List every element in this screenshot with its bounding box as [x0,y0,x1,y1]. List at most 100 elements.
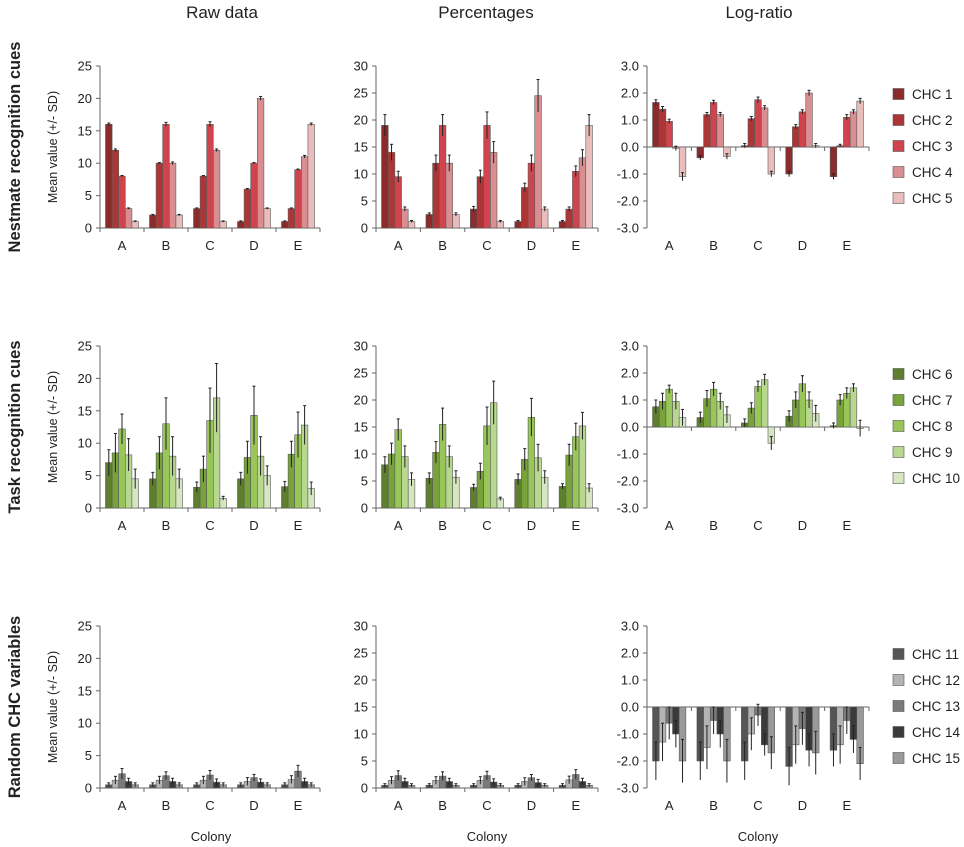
legend-swatch [892,140,905,152]
bar [111,149,119,229]
row-title: Nestmate recognition cues [6,42,24,253]
bar [118,175,126,229]
bar [287,208,296,229]
y-tick-label: 0.0 [621,700,639,715]
bar [438,125,447,229]
x-tick-label: D [527,518,536,533]
x-tick-label: A [118,518,127,533]
legend: CHC 1 CHC 2 CHC 3 CHC 4 CHC 5 [892,87,953,206]
bar [849,111,858,148]
y-tick-label: 3.0 [621,339,639,354]
y-tick-label: -1.0 [617,167,639,182]
x-axis-label: Colony [191,829,232,844]
legend-swatch [892,394,905,406]
y-tick-label: -1.0 [617,447,639,462]
x-tick-label: A [394,798,403,813]
x-tick-label: E [571,798,580,813]
chart-panel: 0 5 10 15 20 25 A B C D E [78,59,321,253]
column-title: Log-ratio [725,3,792,22]
bar [527,162,536,229]
bar [307,124,315,229]
bar [193,208,201,229]
legend-label: CHC 7 [912,393,953,408]
y-tick-label: 15 [354,700,368,715]
y-tick-label: 30 [354,619,368,634]
y-tick-label: -3.0 [617,221,639,236]
x-tick-label: C [205,518,214,533]
bar [155,162,164,229]
y-tick-label: 10 [78,436,92,451]
x-tick-label: E [571,238,580,253]
y-axis-label: Mean value (+/- SD) [46,91,60,203]
bar [483,125,491,229]
chart-panels: 0 5 10 15 20 25 A B C D E 0 5 10 15 20 25 30 A B C D E -3.0 -2.0… [78,59,870,813]
y-tick-label: 0 [85,781,92,796]
y-tick-label: 5 [361,754,368,769]
y-tick-label: 20 [78,651,92,666]
bar [849,387,858,428]
x-tick-label: E [842,518,851,533]
bar [829,146,838,178]
column-titles: Raw data Percentages Log-ratio [186,3,792,22]
bar [856,100,864,148]
x-tick-label: B [438,798,447,813]
bar [243,188,252,229]
legend-swatch [892,700,905,712]
legend-label: CHC 15 [912,751,960,766]
chart-panel: -3.0 -2.0 -1.0 0.0 1.0 2.0 3.0 A B C D E [617,59,870,253]
chart-panel: -3.0 -2.0 -1.0 0.0 1.0 2.0 3.0 A B C D E [617,619,870,813]
y-tick-label: 25 [78,619,92,634]
x-tick-label: E [294,238,303,253]
chart-panel: 0 5 10 15 20 25 A B C D E [78,339,321,533]
y-tick-label: 0 [361,781,368,796]
legend-label: CHC 13 [912,699,960,714]
row-titles: Nestmate recognition cues Task recogniti… [6,42,24,799]
bar [294,169,302,229]
chart-panel: 0 5 10 15 20 25 A B C D E [78,619,321,813]
x-tick-label: B [162,518,171,533]
bar [381,125,389,229]
x-tick-label: C [205,238,214,253]
y-tick-label: 30 [354,59,368,74]
bar [572,171,580,229]
x-tick-label: E [294,798,303,813]
bar [578,157,587,229]
legend: CHC 6 CHC 7 CHC 8 CHC 9 CHC 10 [892,367,960,486]
bar [281,221,289,229]
x-tick-label: C [753,798,762,813]
bar [476,176,484,229]
x-axis-labels: Colony Colony Colony [191,829,779,844]
row-title: Random CHC variables [6,616,24,798]
y-tick-label: 20 [78,91,92,106]
x-tick-label: B [709,518,718,533]
bar [452,214,460,229]
x-tick-label: B [438,238,447,253]
bar [761,107,769,148]
bar [125,208,133,229]
legend-label: CHC 8 [912,419,953,434]
bar [785,146,793,175]
y-tick-label: 1.0 [621,113,639,128]
y-tick-label: 0 [85,501,92,516]
legend-label: CHC 11 [912,647,959,662]
y-tick-label: 10 [78,716,92,731]
legend-swatch [892,472,905,484]
y-tick-label: 15 [354,420,368,435]
bar [709,102,718,148]
x-tick-label: D [527,238,536,253]
x-tick-label: C [482,798,491,813]
bar [754,99,762,148]
legend-label: CHC 6 [912,367,953,382]
bar [401,208,409,229]
legend-swatch [892,446,905,458]
chart-panel: 0 5 10 15 20 25 30 A B C D E [354,339,599,533]
x-tick-label: B [162,238,171,253]
bar [105,124,113,229]
x-tick-label: D [249,798,258,813]
y-tick-label: 15 [78,403,92,418]
legends: CHC 1 CHC 2 CHC 3 CHC 4 CHC 5 CHC 6 CHC 7 CHC 8… [892,87,961,766]
bar [470,208,478,229]
bar [558,486,567,509]
x-tick-label: C [753,518,762,533]
